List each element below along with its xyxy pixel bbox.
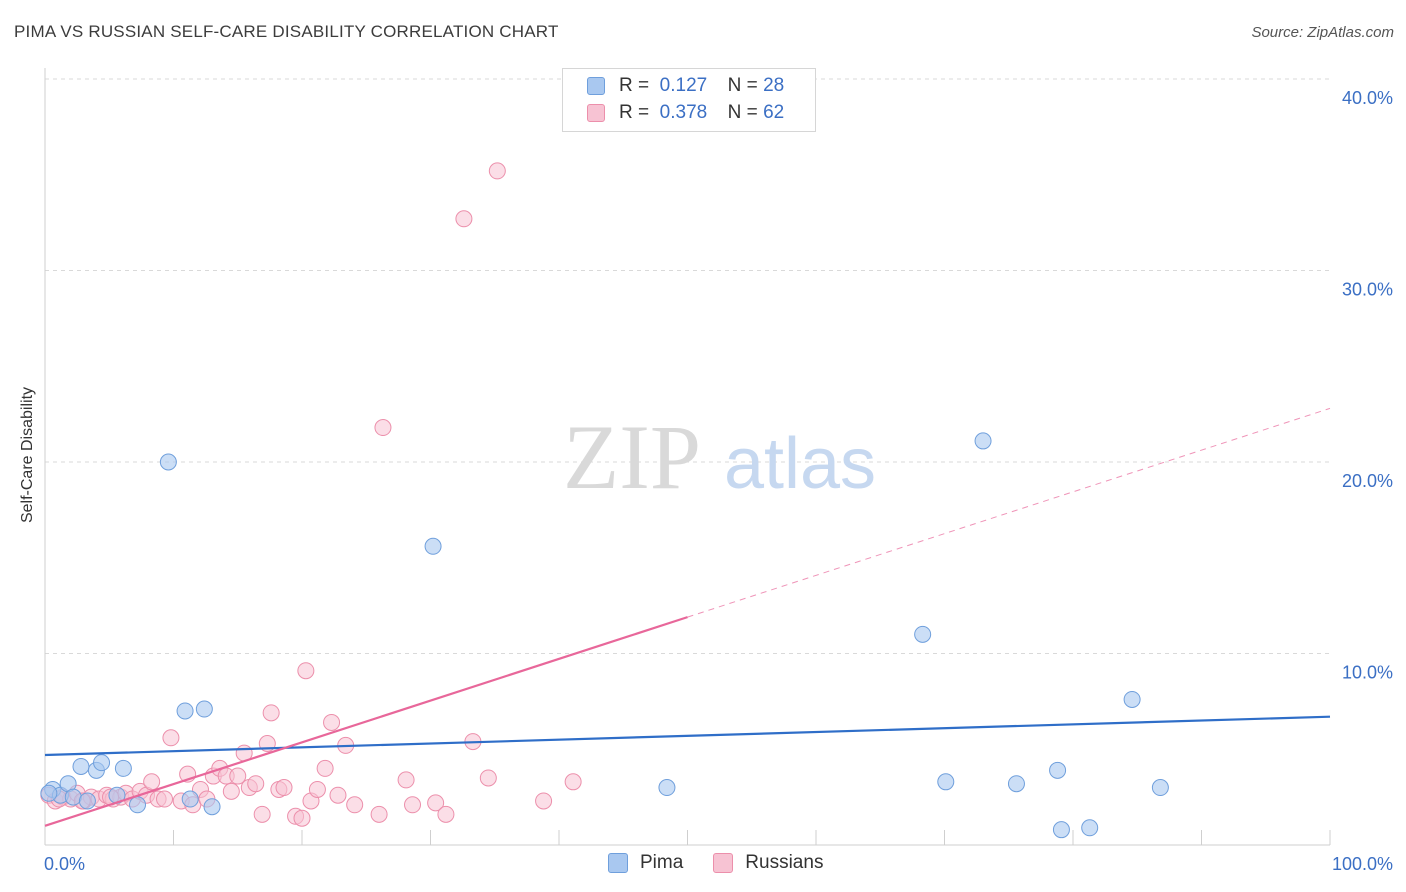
russians-point [370,805,388,823]
russians-point [247,775,265,793]
bottom-legend: Pima Russians [608,852,853,874]
gridlines [45,78,1330,654]
pima-point [181,790,199,808]
pima-point [1123,690,1141,708]
pima-point [195,700,213,718]
russians-point [535,792,553,810]
legend-item-russians[interactable]: Russians [713,852,823,874]
y-tick-label: 10.0% [1342,663,1393,683]
legend-r-value: 0.378 [659,102,708,123]
pima-trend-line [44,715,1331,757]
pima-point [1007,775,1025,793]
pima-point [93,754,111,772]
legend-r-value: 0.127 [659,75,708,96]
russians-point [308,780,326,798]
russians-point [253,805,271,823]
russians-point [297,662,315,680]
russians-point [275,779,293,797]
pima-point [1052,821,1070,839]
x-tick-label: 0.0% [44,854,85,874]
russians-point [346,796,364,814]
russians-point [323,713,341,731]
pima-point [64,788,82,806]
legend-box: R = 0.127 N = 28 R = 0.378 N = 62 [562,68,816,132]
legend-n-value: 62 [763,102,785,123]
pima-swatch [608,853,628,873]
russians-point [488,162,506,180]
pima-points [40,432,1169,839]
russians-point [229,767,247,785]
legend-n-label: N = [727,75,758,96]
russians-point [404,796,422,814]
pima-point [159,453,177,471]
russians-point [262,704,280,722]
pima-point [1049,761,1067,779]
russians-point [143,773,161,791]
legend-n-label: N = [727,102,758,123]
russians-point [564,773,582,791]
russians-point [293,809,311,827]
russians-point [437,805,455,823]
tick-labels: 10.0% 20.0% 30.0% 40.0% 0.0% 100.0% [44,88,1393,874]
legend-item-pima[interactable]: Pima [608,852,683,874]
source-label: Source: ZipAtlas.com [1251,24,1394,41]
russians-swatch [713,853,734,873]
pima-point [78,792,96,810]
russians-trend-line [44,616,688,827]
legend-r-label: R = [619,102,650,123]
y-axis-label: Self-Care Disability [19,386,36,524]
pima-point [1081,819,1099,837]
axes [44,68,1331,846]
pima-point [72,757,90,775]
russians-point [397,771,415,789]
legend-label-russians: Russians [745,852,824,873]
pima-point [974,432,992,450]
pima-point [658,779,676,797]
russians-point [162,729,180,747]
watermark-zip: ZIP [563,406,701,508]
russians-point [427,794,445,812]
russians-point [222,782,240,800]
legend-row-russians: R = 0.378 N = 62 [587,101,784,125]
russians-trend-extension [687,407,1331,618]
pima-point [114,759,132,777]
russians-swatch [587,104,605,122]
pima-point [40,784,58,802]
pima-point [424,537,442,555]
pima-point [1151,779,1169,797]
pima-point [129,796,147,814]
watermark-atlas: atlas [724,424,876,504]
y-tick-label: 20.0% [1342,471,1393,491]
russians-points [40,162,582,827]
trend-lines [44,407,1331,827]
russians-point [156,790,174,808]
x-tick-label: 100.0% [1332,854,1393,874]
russians-point [329,786,347,804]
watermark: ZIP atlas [563,406,876,508]
chart-title: PIMA VS RUSSIAN SELF-CARE DISABILITY COR… [14,22,559,41]
pima-swatch [587,77,605,95]
y-tick-label: 40.0% [1342,88,1393,108]
russians-point [479,769,497,787]
y-tick-label: 30.0% [1342,280,1393,300]
russians-point [316,759,334,777]
legend-r-label: R = [619,75,650,96]
legend-row-pima: R = 0.127 N = 28 [587,74,784,98]
pima-point [176,702,194,720]
russians-point [455,210,473,228]
pima-point [914,625,932,643]
pima-point [937,773,955,791]
legend-label-pima: Pima [640,852,684,873]
pima-point [203,798,221,816]
legend-n-value: 28 [763,75,785,96]
russians-point [374,419,392,437]
